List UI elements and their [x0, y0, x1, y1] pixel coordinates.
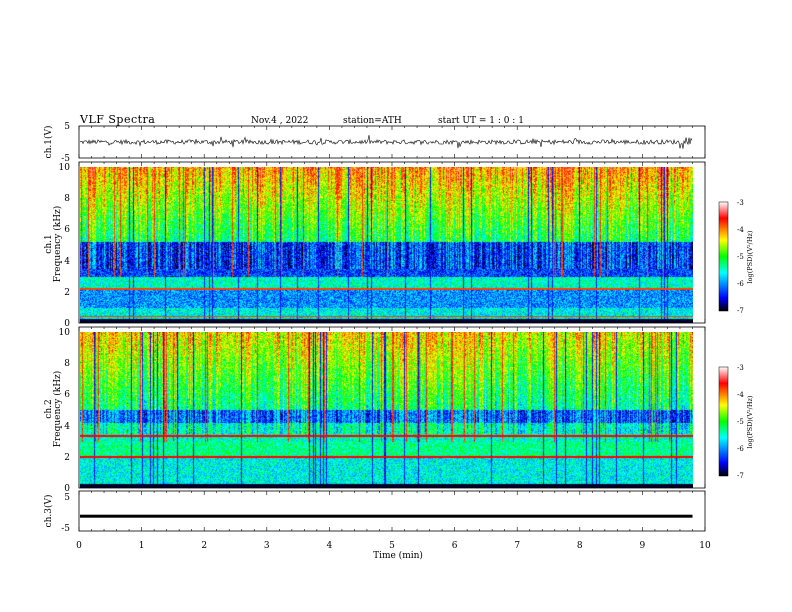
ch1-spectrogram-image — [80, 167, 693, 323]
panel-ch1-waveform: 5 -5 ch.1(V) — [43, 122, 706, 164]
xtick-9: 9 — [640, 541, 646, 551]
xtick-2: 2 — [201, 541, 207, 551]
ch1-waveform-trace — [79, 134, 693, 149]
header-date: Nov.4 , 2022 — [251, 116, 308, 126]
xaxis-label: Time (min) — [373, 550, 423, 561]
ch1-spec-ytick-8: 8 — [64, 194, 70, 204]
ch1-spec-ytick-10: 10 — [59, 163, 71, 173]
panel-ch2-spectrogram: 0 2 4 6 8 10 ch.2 Frequency (kHz) -3 -4 … — [44, 326, 754, 494]
xtick-3: 3 — [264, 541, 270, 551]
ch1-spec-yticks: 0 2 4 6 8 10 — [59, 163, 71, 329]
ch1-colorbar-tick-m4: -4 — [737, 226, 744, 234]
time-axis-ticks — [78, 126, 706, 531]
ch3-waveform-trace — [80, 514, 693, 518]
ch2-spec-ytick-8: 8 — [64, 359, 70, 369]
ch2-colorbar-tick-m7: -7 — [737, 472, 744, 480]
ch3-ytick-bottom: -5 — [61, 524, 70, 534]
ch2-spec-ytick-0: 0 — [64, 484, 70, 494]
header-station: station=ATH — [343, 116, 402, 126]
ch1-spec-ytick-4: 4 — [64, 257, 70, 267]
xtick-7: 7 — [514, 541, 520, 551]
ch1-colorbar — [718, 201, 729, 312]
panel-ch3-frame — [78, 490, 706, 532]
ch1-spec-ylabel-channel: ch.1 — [44, 234, 54, 253]
ch2-colorbar-tick-m4: -4 — [737, 391, 744, 399]
ch2-colorbar-tick-m3: -3 — [737, 364, 744, 372]
xtick-5: 5 — [389, 541, 395, 551]
panel-ch1-spectrogram: 0 2 4 6 8 10 ch.1 Frequency (kHz) -3 -4 … — [44, 161, 754, 329]
ch2-spec-ylabel-channel: ch.2 — [44, 399, 54, 418]
ch3-ytick-top: 5 — [64, 493, 70, 503]
ch2-spec-ylabel-frequency: Frequency (kHz) — [52, 371, 63, 448]
xtick-10: 10 — [699, 541, 711, 551]
xtick-4: 4 — [327, 541, 333, 551]
ch2-colorbar-label: log(PSD)(V²/Hz) — [746, 395, 754, 448]
ch1-spec-ytick-6: 6 — [64, 225, 70, 235]
xtick-0: 0 — [76, 541, 82, 551]
header-start-time: start UT = 1 : 0 : 1 — [438, 116, 524, 126]
ch3-ylabel: ch.3(V) — [43, 495, 54, 528]
ch1-spec-ylabel-frequency: Frequency (kHz) — [52, 206, 63, 283]
ch1-colorbar-tick-m7: -7 — [737, 307, 744, 315]
time-axis: 0 1 2 3 4 5 6 7 8 9 10 Time (min) — [76, 541, 711, 561]
xtick-6: 6 — [452, 541, 458, 551]
ch1-spec-ytick-2: 2 — [64, 288, 70, 298]
ch2-spec-ytick-10: 10 — [59, 328, 71, 338]
ch1-colorbar-tick-m3: -3 — [737, 199, 744, 207]
xtick-1: 1 — [139, 541, 145, 551]
ch1-ytick-top: 5 — [64, 122, 70, 132]
ch2-spec-ytick-2: 2 — [64, 453, 70, 463]
ch1-colorbar-tick-m6: -6 — [737, 280, 744, 288]
figure-title: VLF Spectra — [79, 113, 155, 126]
ch1-spec-ytick-0: 0 — [64, 319, 70, 329]
panel-ch3-waveform: 5 -5 ch.3(V) — [43, 490, 706, 534]
ch1-colorbar-tick-m5: -5 — [737, 253, 744, 261]
ch2-colorbar-tick-m6: -6 — [737, 445, 744, 453]
ch2-colorbar — [718, 366, 729, 477]
xtick-8: 8 — [577, 541, 583, 551]
ch1-colorbar-label: log(PSD)(V²/Hz) — [746, 230, 754, 283]
ch2-spec-ytick-4: 4 — [64, 422, 70, 432]
ch1-ytick-bottom: -5 — [61, 154, 70, 164]
ch2-colorbar-tick-m5: -5 — [737, 418, 744, 426]
ch2-spec-ytick-6: 6 — [64, 390, 70, 400]
ch1-ylabel: ch.1(V) — [43, 126, 54, 159]
ch2-spectrogram-image — [80, 332, 693, 488]
